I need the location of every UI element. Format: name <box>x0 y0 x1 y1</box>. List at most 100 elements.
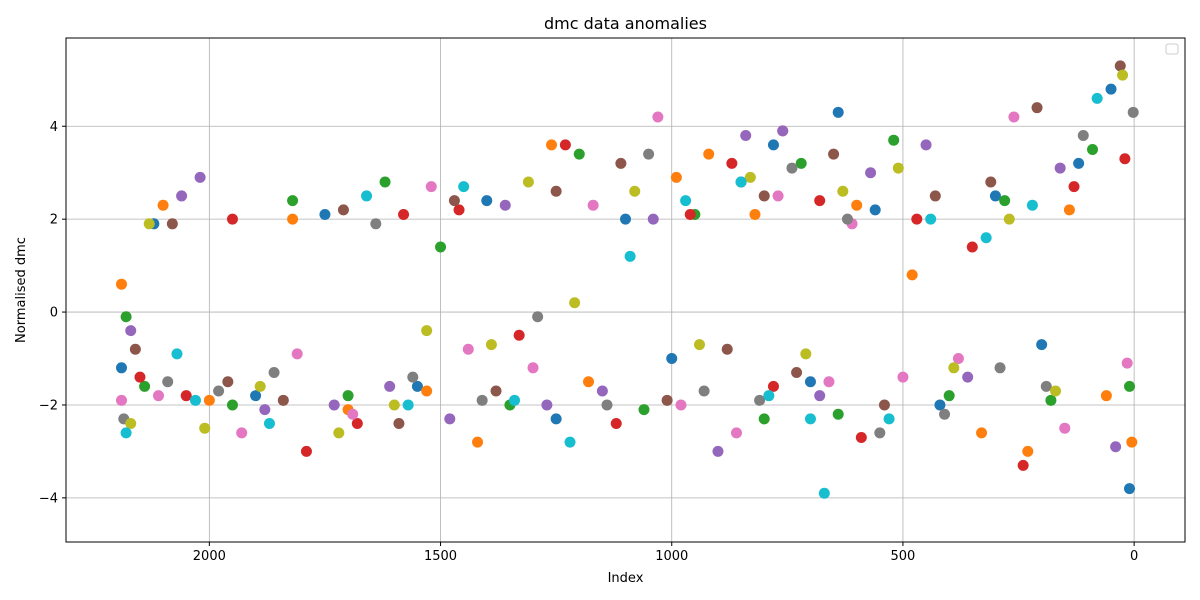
data-point <box>929 190 941 202</box>
data-point <box>703 148 715 160</box>
x-tick-label: 0 <box>1130 549 1138 564</box>
data-point <box>726 157 738 169</box>
y-tick-label: 4 <box>50 120 58 135</box>
data-point <box>758 190 770 202</box>
data-point <box>1045 394 1057 406</box>
data-point <box>490 385 502 397</box>
y-tick-label: −2 <box>39 398 58 413</box>
data-point <box>435 241 447 253</box>
series-3 <box>134 139 1131 471</box>
data-point <box>624 250 636 262</box>
data-point <box>1126 436 1138 448</box>
x-tick-label: 2000 <box>193 549 226 564</box>
data-point <box>472 436 484 448</box>
data-point <box>980 232 992 244</box>
data-point <box>522 176 534 188</box>
data-point <box>300 445 312 457</box>
data-point <box>841 213 853 225</box>
series-1 <box>115 125 1138 457</box>
data-point <box>906 269 918 281</box>
data-point <box>333 427 345 439</box>
data-point <box>735 176 747 188</box>
y-tick-label: 2 <box>50 213 58 228</box>
series-0 <box>115 83 1136 495</box>
data-point <box>171 348 183 360</box>
data-point <box>125 325 137 337</box>
data-point <box>1119 153 1131 165</box>
data-point <box>730 427 742 439</box>
data-point <box>976 427 988 439</box>
data-point <box>869 204 881 216</box>
data-point <box>152 390 164 402</box>
data-point <box>1124 380 1136 392</box>
data-point <box>828 148 840 160</box>
data-point <box>994 362 1006 374</box>
data-point <box>767 380 779 392</box>
data-point <box>453 204 465 216</box>
data-point <box>989 190 1001 202</box>
data-point <box>1068 181 1080 193</box>
data-point <box>1050 385 1062 397</box>
data-point <box>851 199 863 211</box>
data-point <box>767 139 779 151</box>
data-point <box>213 385 225 397</box>
legend-box <box>1165 43 1179 55</box>
data-point <box>254 380 266 392</box>
data-point <box>1022 445 1034 457</box>
data-point <box>550 185 562 197</box>
data-point <box>541 399 553 411</box>
data-point <box>952 353 964 365</box>
data-point <box>509 394 521 406</box>
data-point <box>402 399 414 411</box>
data-point <box>721 343 733 355</box>
data-point <box>1031 102 1043 114</box>
data-point <box>934 399 946 411</box>
data-point <box>361 190 373 202</box>
series-4 <box>125 125 1122 457</box>
data-point <box>379 176 391 188</box>
data-point <box>749 209 761 221</box>
data-point <box>684 209 696 221</box>
data-point <box>448 195 460 207</box>
data-point <box>194 171 206 183</box>
x-tick-label: 1000 <box>655 549 688 564</box>
data-point <box>1077 130 1089 142</box>
data-point <box>647 213 659 225</box>
data-point <box>1087 143 1099 155</box>
data-point <box>878 399 890 411</box>
x-axis-label: Index <box>608 571 644 586</box>
data-point <box>1017 459 1029 471</box>
data-point <box>319 209 331 221</box>
data-point <box>620 213 631 225</box>
data-point <box>393 418 405 430</box>
series-6 <box>115 111 1133 439</box>
data-point <box>629 185 641 197</box>
data-point <box>966 241 978 253</box>
data-point <box>698 385 710 397</box>
data-point <box>347 408 359 420</box>
data-point <box>277 394 289 406</box>
data-point <box>865 167 877 179</box>
data-point <box>892 162 904 174</box>
data-point <box>883 413 895 425</box>
series-2 <box>120 134 1136 425</box>
data-point <box>814 390 826 402</box>
data-point <box>855 431 867 443</box>
data-point <box>985 176 997 188</box>
data-point <box>342 390 354 402</box>
data-point <box>120 427 132 439</box>
data-point <box>693 339 705 351</box>
data-point <box>1059 422 1071 434</box>
data-point <box>638 404 650 416</box>
data-point <box>911 213 923 225</box>
data-point <box>421 325 433 337</box>
data-point <box>120 311 132 323</box>
data-point <box>601 399 613 411</box>
data-point <box>199 422 211 434</box>
data-point <box>162 376 174 388</box>
series-8 <box>125 69 1129 439</box>
data-point <box>398 209 410 221</box>
data-point <box>1127 106 1139 118</box>
data-point <box>513 329 525 341</box>
